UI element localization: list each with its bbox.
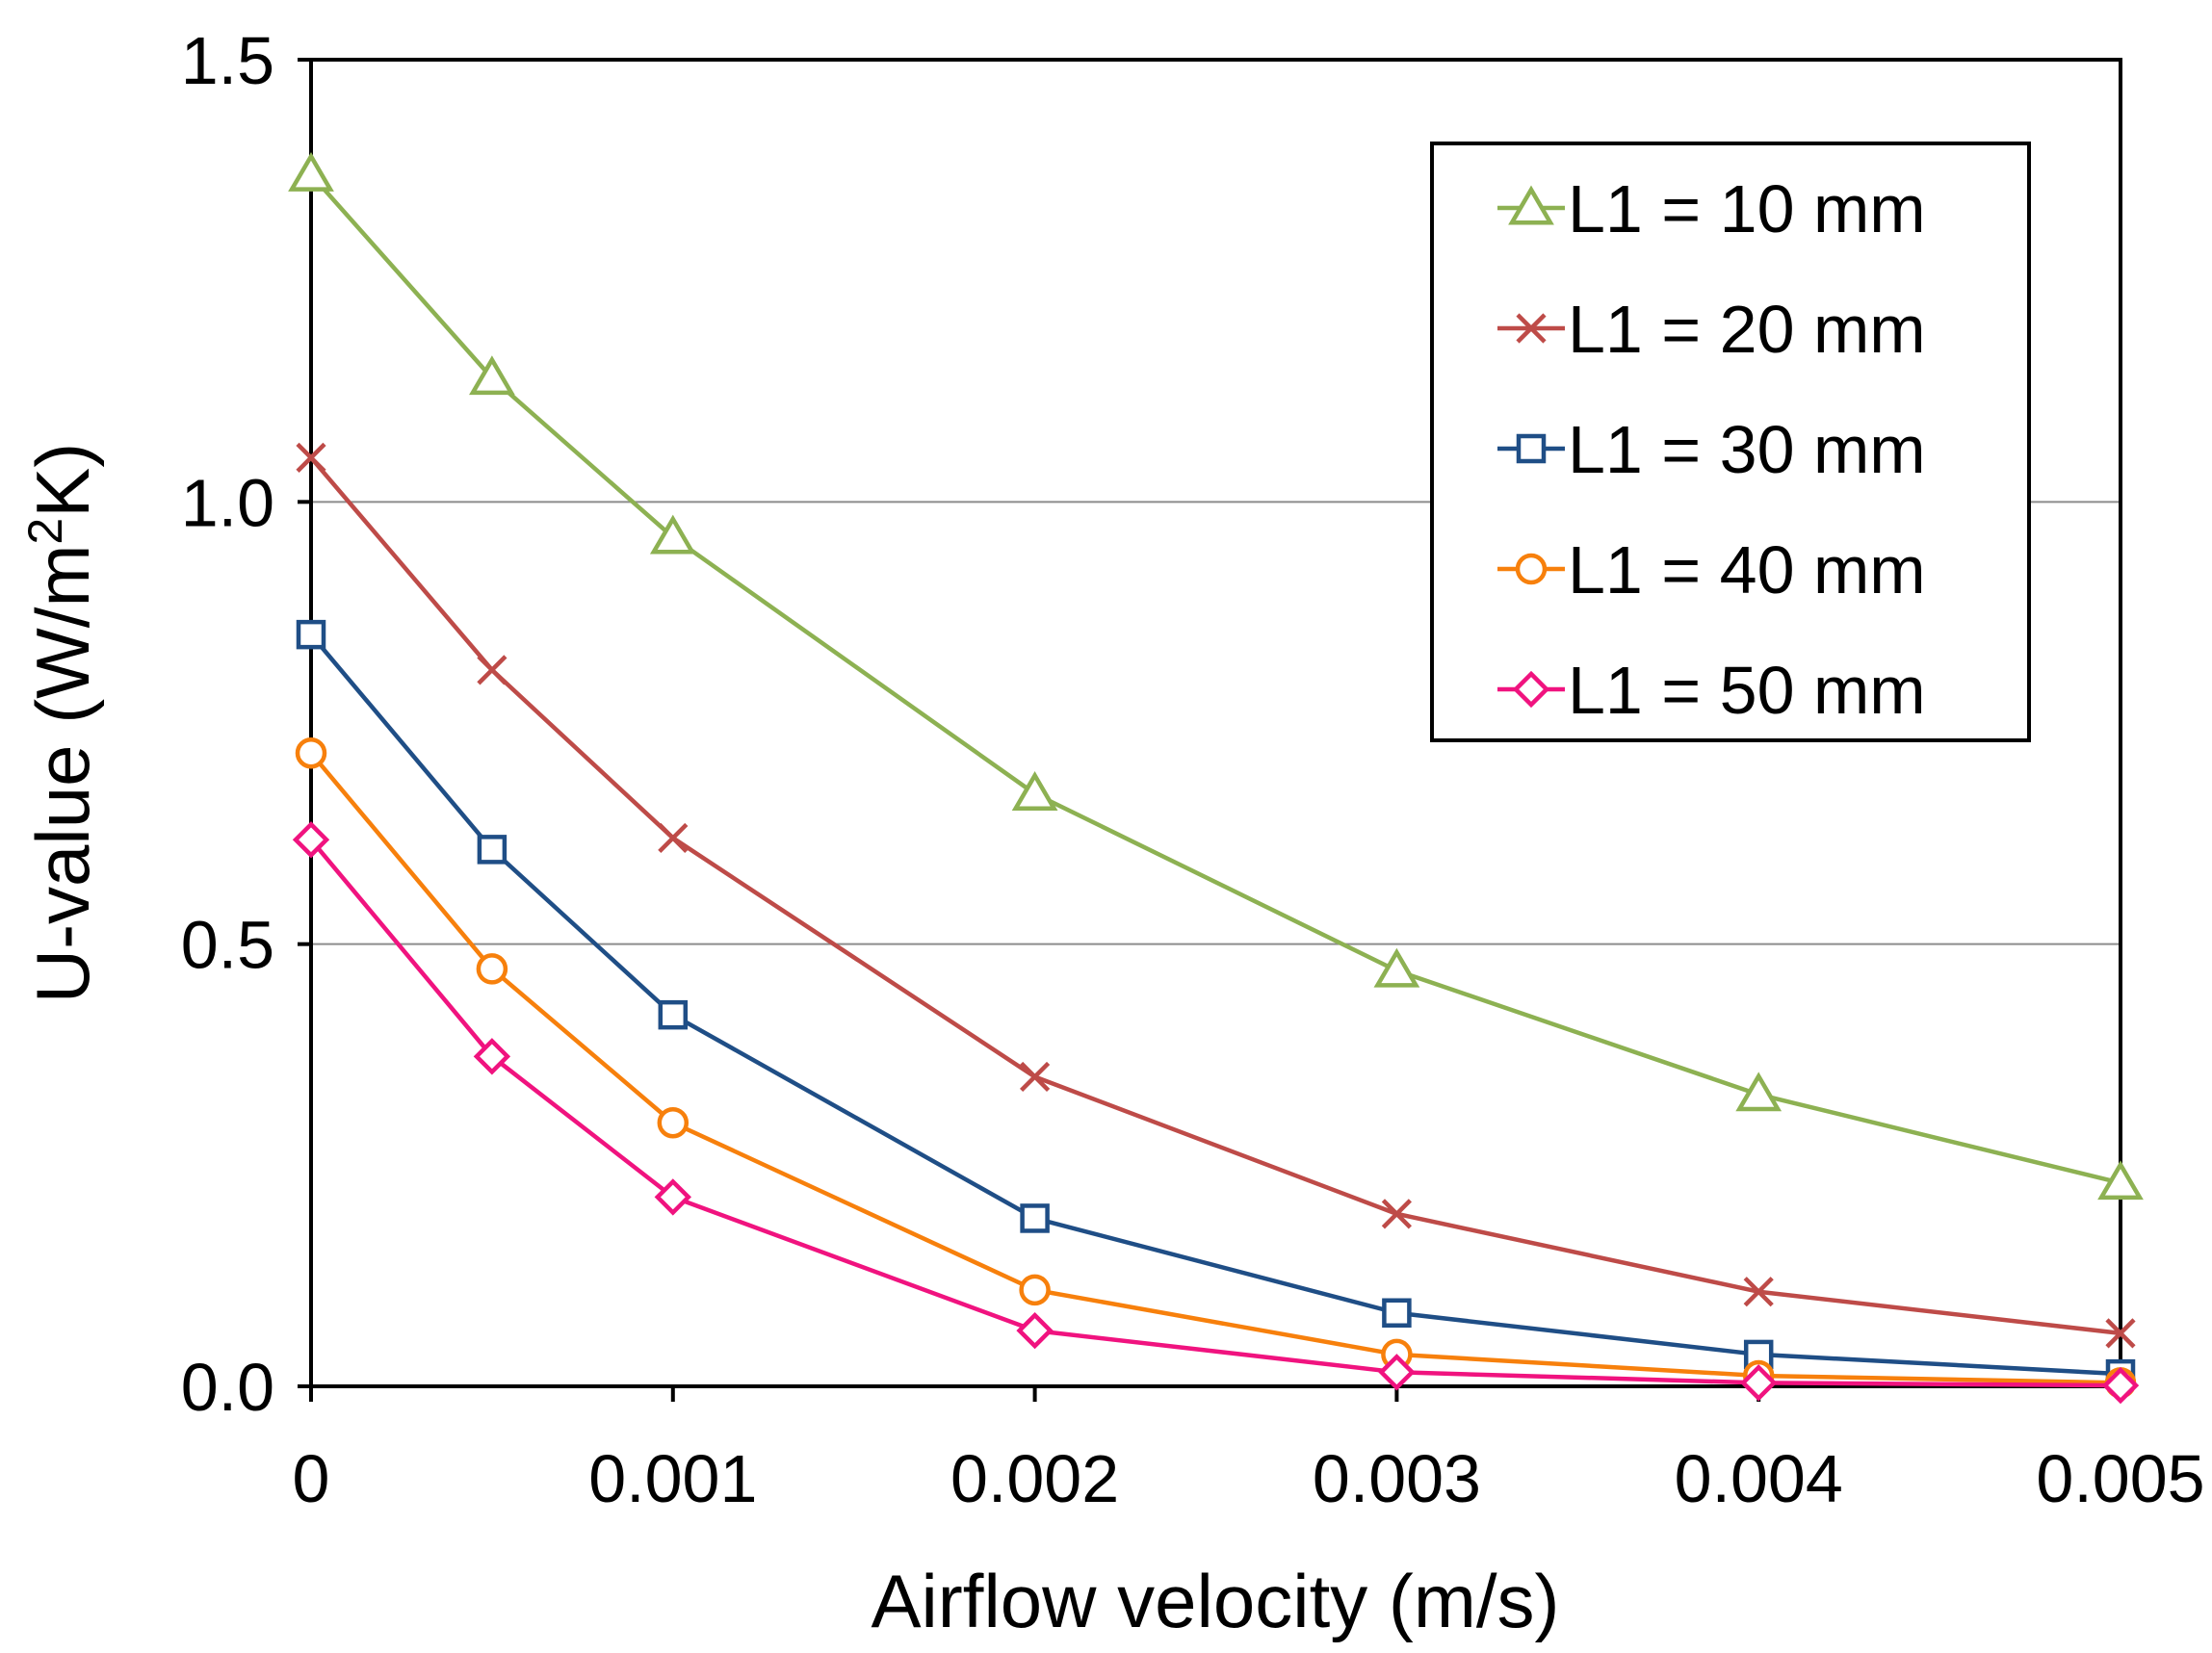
series-1-point-5 (1735, 1072, 1783, 1112)
legend-label-2: L1 = 20 mm (1568, 292, 1926, 367)
legend-marker-5 (1512, 670, 1550, 709)
y-axis-title-end: K) (20, 443, 105, 518)
series-3-point-1 (477, 835, 507, 865)
series-2-point-3 (1020, 1061, 1051, 1093)
series-1-point-3 (1011, 771, 1058, 811)
x-tick-label-0: 0 (293, 1441, 330, 1516)
series-4-point-0 (295, 736, 327, 769)
legend: L1 = 10 mm L1 = 20 mm L1 = 30 mm L1 = 40 mm… (1430, 142, 2031, 742)
series-5-point-0 (292, 821, 330, 859)
series-5-point-4 (1378, 1354, 1416, 1391)
series-1-point-6 (2097, 1160, 2144, 1201)
series-4-point-3 (1019, 1274, 1051, 1306)
x-tick-label-4: 0.004 (1675, 1441, 1843, 1516)
series-line-3 (309, 633, 2121, 1377)
series-3-point-2 (658, 999, 689, 1030)
series-line-4 (309, 751, 2121, 1385)
series-2-point-1 (477, 655, 507, 685)
series-1-point-4 (1373, 947, 1420, 988)
legend-marker-2 (1516, 313, 1547, 344)
series-5-point-6 (2101, 1366, 2140, 1405)
series-5-point-3 (1016, 1311, 1054, 1350)
y-tick-label-1: 0.5 (181, 908, 274, 983)
y-tick-label-3: 1.5 (181, 23, 274, 98)
series-2-point-0 (296, 442, 326, 473)
series-5-point-2 (654, 1178, 691, 1216)
series-1-point-1 (469, 355, 515, 396)
legend-label-5: L1 = 50 mm (1568, 653, 1926, 728)
series-5-point-5 (1740, 1364, 1778, 1402)
x-axis-ticks (309, 1386, 2122, 1402)
series-1 (288, 151, 2144, 1201)
legend-marker-1 (1508, 185, 1554, 225)
legend-item-2: L1 = 20 mm (1497, 292, 1926, 367)
x-axis-tick-labels: 0 0.001 0.002 0.003 0.004 0.005 (293, 1441, 2205, 1516)
y-tick-label-2: 1.0 (181, 465, 274, 540)
legend-label-1: L1 = 10 mm (1568, 171, 1926, 246)
series-layer (288, 151, 2144, 1405)
series-3-point-3 (1020, 1203, 1050, 1233)
y-tick-label-0: 0.0 (181, 1350, 274, 1425)
x-tick-label-5: 0.005 (2036, 1441, 2204, 1516)
legend-item-1: L1 = 10 mm (1497, 171, 1926, 246)
x-axis-title: Airflow velocity (m/s) (871, 1559, 1559, 1643)
y-axis-title: U-value (W/m2K) (18, 443, 105, 1004)
legend-item-5: L1 = 50 mm (1497, 653, 1926, 728)
series-2-point-2 (658, 822, 689, 854)
series-2-point-5 (1743, 1277, 1774, 1307)
legend-item-4: L1 = 40 mm (1497, 532, 1926, 607)
legend-marker-3 (1516, 433, 1547, 464)
x-tick-label-3: 0.003 (1313, 1441, 1481, 1516)
legend-item-3: L1 = 30 mm (1497, 412, 1926, 487)
series-5-point-1 (473, 1038, 511, 1075)
series-2-point-4 (1381, 1199, 1412, 1229)
y-axis-tick-labels: 0.0 0.5 1.0 1.5 (181, 23, 311, 1425)
series-5 (292, 821, 2140, 1405)
series-4-point-1 (476, 953, 508, 985)
series-2-point-6 (2105, 1318, 2136, 1349)
y-axis-title-superscript: 2 (18, 518, 72, 545)
y-axis-title-main: U-value (W/m (20, 545, 105, 1004)
series-3-point-0 (296, 619, 326, 650)
plot-area-frame (309, 58, 2122, 1388)
x-tick-label-1: 0.001 (588, 1441, 757, 1516)
series-4-point-2 (657, 1106, 690, 1139)
legend-label-4: L1 = 40 mm (1568, 532, 1926, 607)
legend-marker-4 (1515, 553, 1548, 585)
x-tick-label-2: 0.002 (950, 1441, 1119, 1516)
legend-label-3: L1 = 30 mm (1568, 412, 1926, 487)
series-3-point-4 (1382, 1298, 1412, 1329)
series-1-point-0 (288, 151, 334, 192)
series-4 (295, 736, 2137, 1399)
series-2 (296, 442, 2136, 1349)
series-1-point-2 (649, 514, 696, 555)
